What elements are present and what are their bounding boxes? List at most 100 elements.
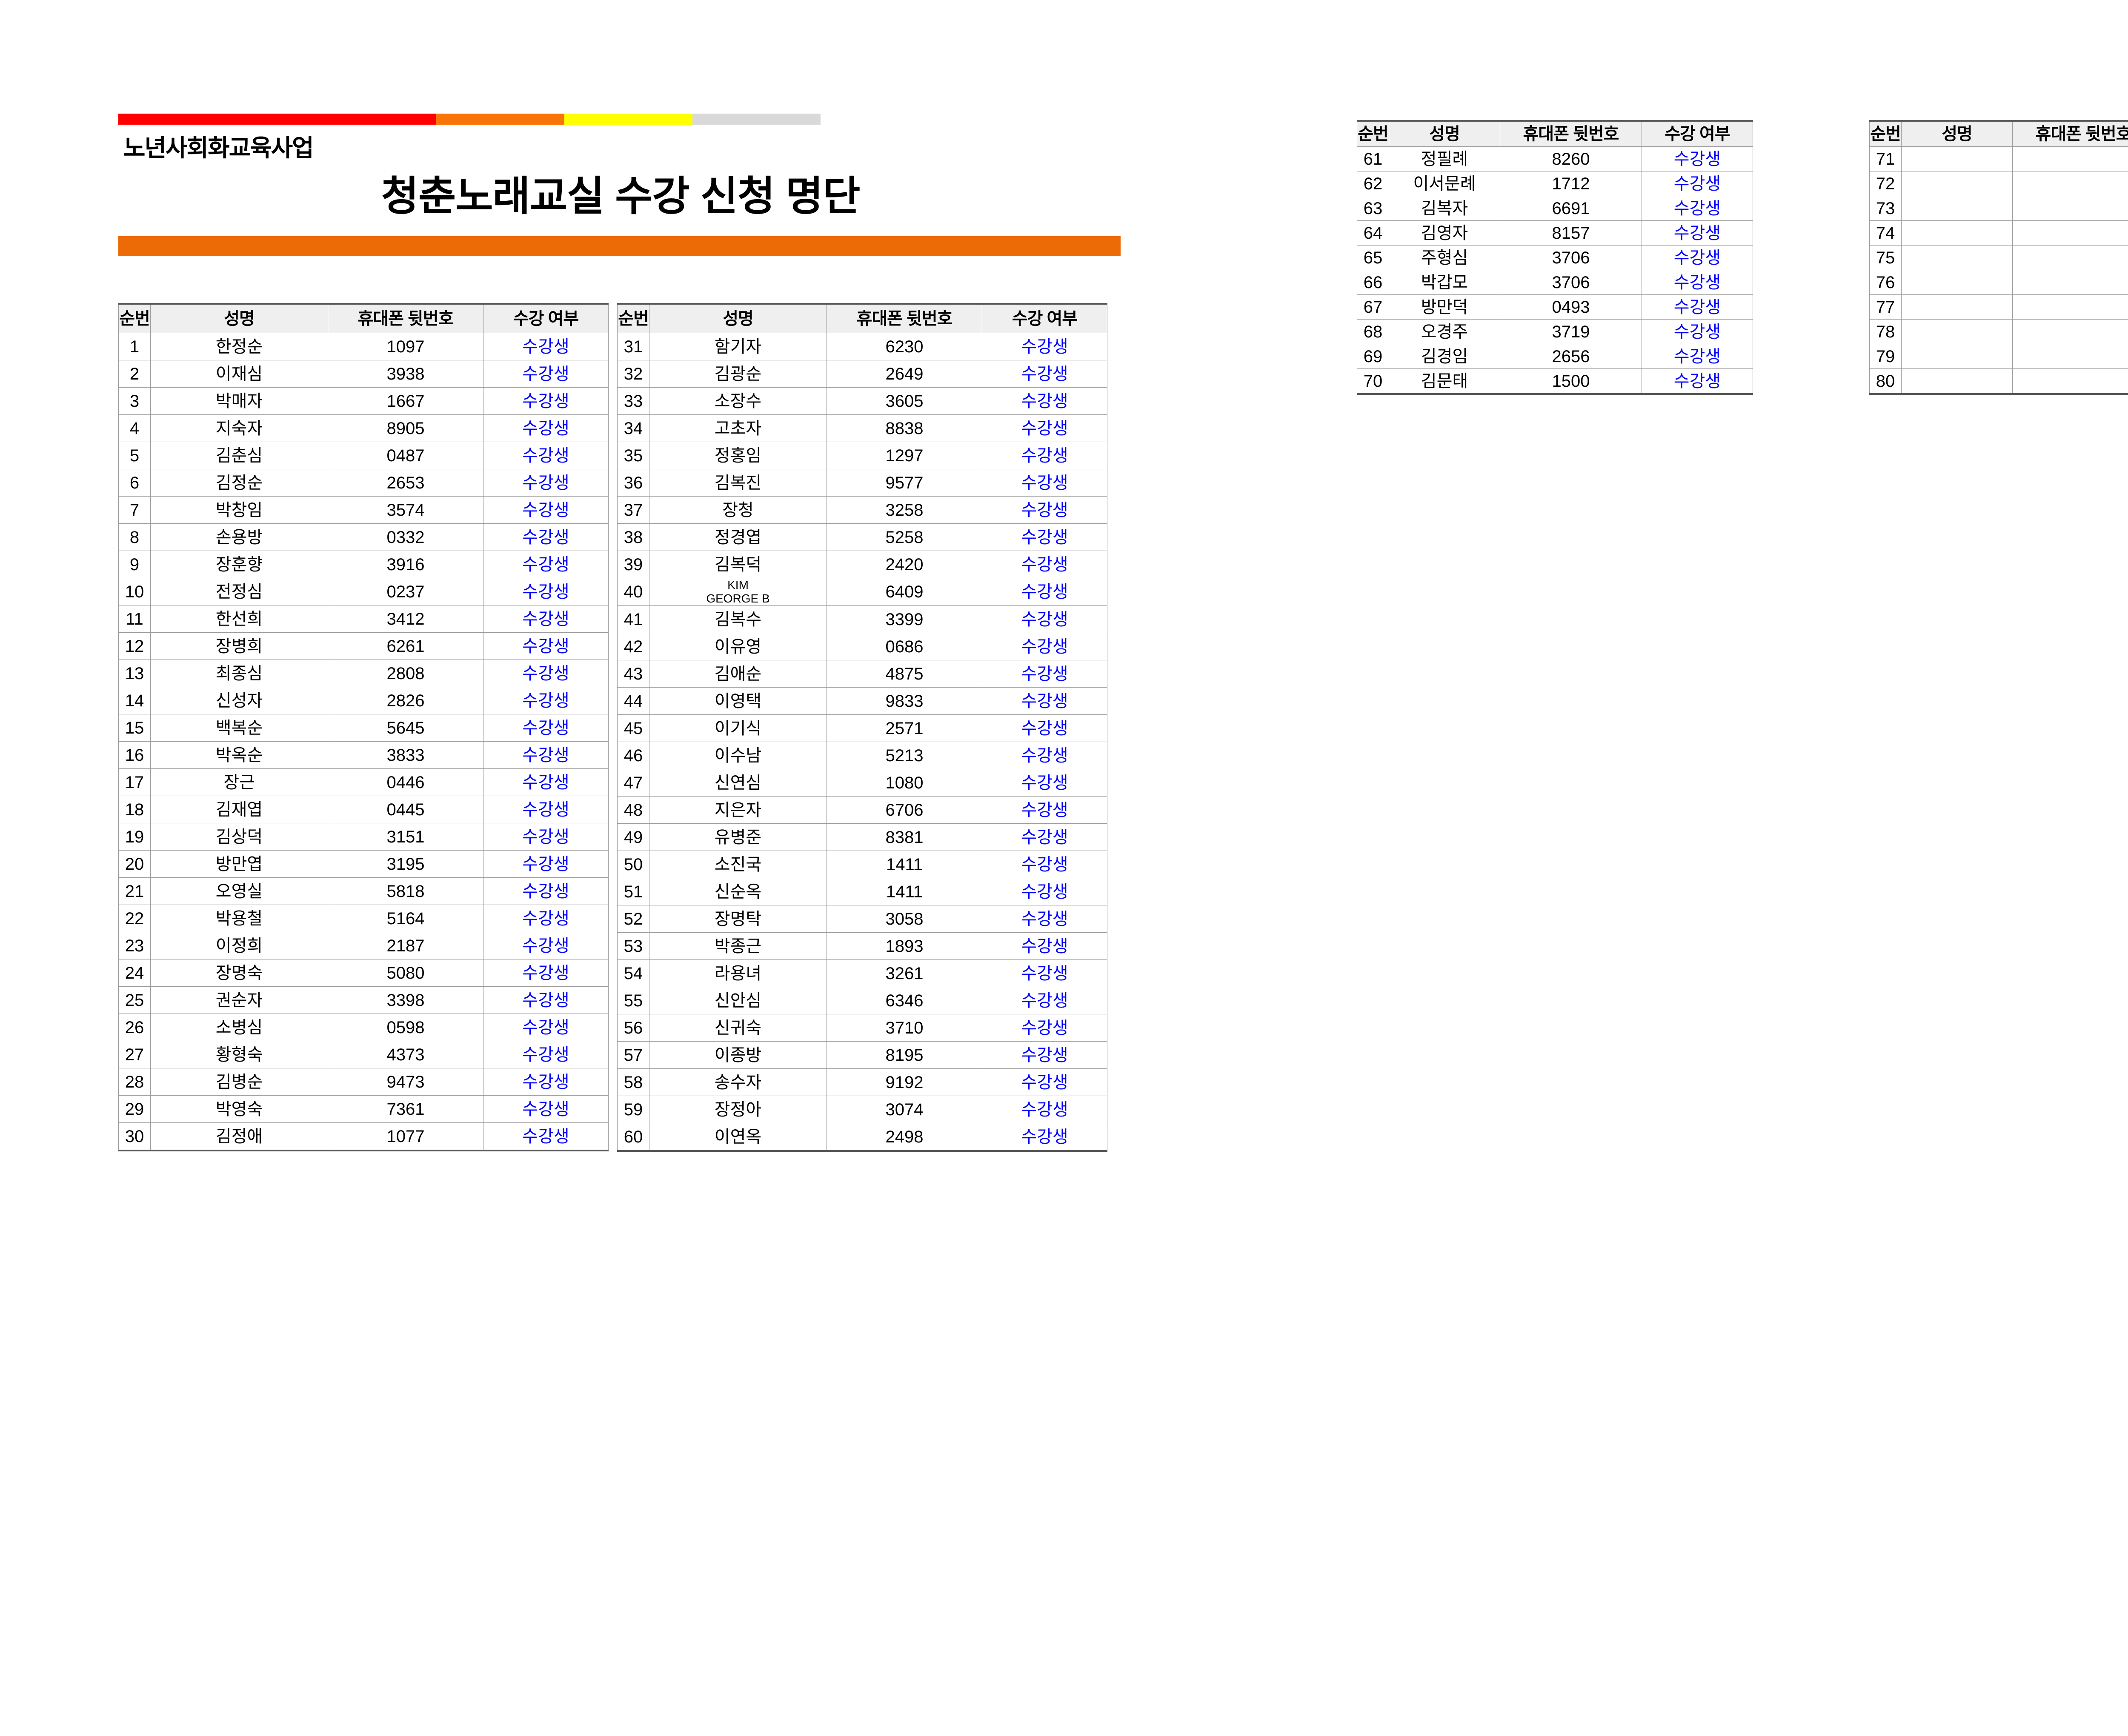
color-bar-segment-red-2 — [310, 114, 437, 125]
cell-no: 61 — [1357, 146, 1389, 171]
cell-phone: 5164 — [328, 905, 483, 932]
cell-name — [1901, 294, 2013, 320]
table-row: 25 권순자 3398 수강생 — [118, 986, 609, 1014]
table-row: 54 라용녀 3261 수강생 — [617, 959, 1107, 988]
cell-no: 63 — [1357, 196, 1389, 221]
cell-phone: 8838 — [827, 414, 982, 442]
cell-no: 66 — [1357, 270, 1389, 295]
cell-no: 74 — [1869, 220, 1902, 246]
column-header-name: 성명 — [649, 303, 827, 333]
cell-name — [1901, 196, 2013, 221]
table-row: 13 최종심 2808 수강생 — [118, 660, 609, 687]
column-header-no: 순번 — [617, 303, 649, 333]
table-row: 70 김문태 1500 수강생 — [1357, 368, 1753, 395]
cell-no: 27 — [118, 1041, 151, 1068]
cell-no: 73 — [1869, 196, 1902, 221]
cell-phone — [2012, 196, 2128, 221]
cell-no: 10 — [118, 578, 151, 605]
cell-no: 56 — [617, 1014, 649, 1042]
cell-name: 고초자 — [649, 414, 827, 442]
cell-phone: 2653 — [328, 469, 483, 497]
roster-table-1: 순번 성명 휴대폰 뒷번호 수강 여부 1 한정순 1097 수강생 2 이재심 3938 수… — [118, 303, 609, 1151]
cell-name: 신안심 — [649, 987, 827, 1015]
cell-name: 이연옥 — [649, 1123, 827, 1152]
cell-no: 2 — [118, 360, 151, 388]
table-body: 31 함기자 6230 수강생 32 김광순 2649 수강생 33 소장수 3605 수강생 34 고초… — [617, 333, 1107, 1152]
cell-status: 수강생 — [982, 605, 1107, 634]
table-row: 65 주형심 3706 수강생 — [1357, 245, 1753, 270]
cell-status: 수강생 — [1642, 220, 1753, 246]
cell-no: 24 — [118, 959, 151, 987]
cell-phone: 3938 — [328, 360, 483, 388]
cell-name: 최종심 — [150, 660, 328, 687]
cell-name: 소진국 — [649, 851, 827, 879]
cell-status: 수강생 — [982, 442, 1107, 469]
cell-name: 이재심 — [150, 360, 328, 388]
cell-status: 수강생 — [982, 660, 1107, 688]
cell-phone: 0598 — [328, 1014, 483, 1041]
table-row: 3 박매자 1667 수강생 — [118, 387, 609, 415]
table-row: 1 한정순 1097 수강생 — [118, 333, 609, 360]
cell-no: 72 — [1869, 171, 1902, 196]
column-header-no: 순번 — [1869, 120, 1902, 147]
table-row: 50 소진국 1411 수강생 — [617, 851, 1107, 879]
cell-no: 59 — [617, 1096, 649, 1124]
cell-status: 수강생 — [982, 878, 1107, 906]
cell-name: 신귀숙 — [649, 1014, 827, 1042]
column-header-phone: 휴대폰 뒷번호 — [1500, 120, 1642, 147]
cell-no: 51 — [617, 878, 649, 906]
table-row: 57 이종방 8195 수강생 — [617, 1041, 1107, 1069]
table-row: 69 김경임 2656 수강생 — [1357, 344, 1753, 369]
cell-name: 이수남 — [649, 742, 827, 770]
cell-name: 이영택 — [649, 687, 827, 715]
table-row: 36 김복진 9577 수강생 — [617, 469, 1107, 497]
cell-no: 79 — [1869, 344, 1902, 369]
cell-phone: 3719 — [1500, 319, 1642, 344]
cell-phone — [2012, 368, 2128, 395]
cell-no: 29 — [118, 1095, 151, 1123]
cell-phone: 3258 — [827, 496, 982, 524]
cell-name: 이기식 — [649, 714, 827, 742]
cell-name: 김상덕 — [150, 823, 328, 851]
table-row: 23 이정희 2187 수강생 — [118, 932, 609, 959]
cell-name: 장청 — [649, 496, 827, 524]
cell-status: 수강생 — [483, 932, 609, 959]
cell-name: 박창임 — [150, 496, 328, 524]
cell-phone: 4875 — [827, 660, 982, 688]
cell-status: 수강생 — [982, 687, 1107, 715]
cell-no: 30 — [118, 1122, 151, 1151]
cell-no: 71 — [1869, 146, 1902, 171]
cell-status: 수강생 — [483, 959, 609, 987]
cell-phone: 3412 — [328, 605, 483, 633]
table-row: 8 손용방 0332 수강생 — [118, 523, 609, 551]
cell-no: 15 — [118, 714, 151, 742]
cell-phone: 1297 — [827, 442, 982, 469]
cell-phone: 1500 — [1500, 368, 1642, 395]
table-row: 71 — [1869, 146, 2128, 171]
cell-phone: 3916 — [328, 551, 483, 578]
cell-name: 김문태 — [1389, 368, 1500, 395]
cell-phone: 0237 — [328, 578, 483, 605]
cell-name: 전정심 — [150, 578, 328, 605]
cell-phone: 1893 — [827, 932, 982, 960]
cell-phone: 5818 — [328, 877, 483, 905]
cell-phone: 6409 — [827, 577, 982, 606]
cell-phone: 0445 — [328, 796, 483, 823]
column-header-status: 수강 여부 — [1642, 120, 1753, 147]
cell-phone: 3399 — [827, 605, 982, 634]
cell-no: 78 — [1869, 319, 1902, 344]
table-header-row: 순번 성명 휴대폰 뒷번호 수강 여부 — [118, 303, 609, 333]
cell-phone — [2012, 245, 2128, 270]
cell-phone: 3833 — [328, 741, 483, 769]
cell-status: 수강생 — [982, 387, 1107, 415]
cell-status: 수강생 — [982, 905, 1107, 933]
cell-no: 64 — [1357, 220, 1389, 246]
cell-no: 58 — [617, 1068, 649, 1096]
cell-no: 42 — [617, 633, 649, 661]
table-row: 2 이재심 3938 수강생 — [118, 360, 609, 388]
cell-name: 송수자 — [649, 1068, 827, 1096]
cell-no: 19 — [118, 823, 151, 851]
cell-name: 김병순 — [150, 1068, 328, 1096]
cell-name — [1901, 270, 2013, 295]
